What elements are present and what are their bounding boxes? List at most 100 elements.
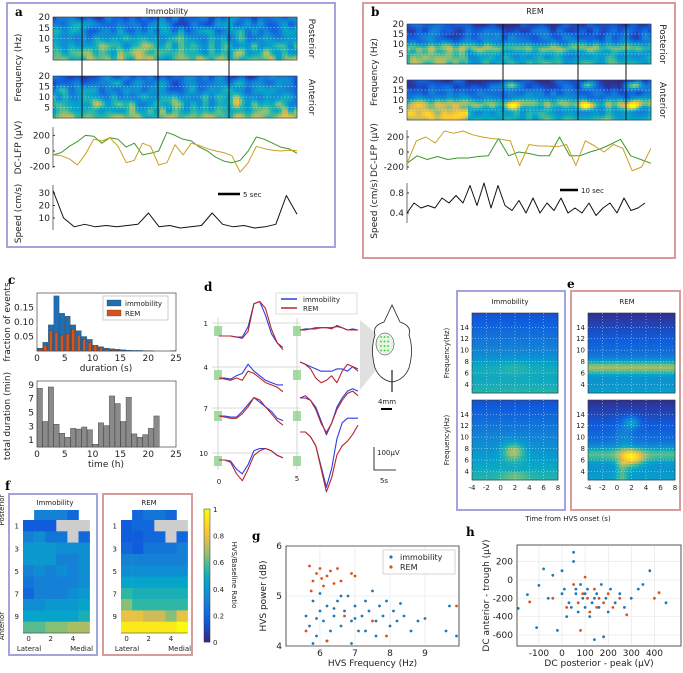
spectrogram-cell [266, 21, 270, 24]
spectrogram-cell [214, 34, 219, 37]
spectrogram-cell [452, 40, 457, 43]
spectrogram-cell [211, 23, 216, 26]
spectrogram-cell [190, 103, 194, 106]
spectrogram-anterior [407, 80, 652, 121]
spectrogram-cell [217, 17, 222, 20]
spectrogram-cell [104, 44, 109, 48]
spectrogram-cell [187, 111, 191, 115]
spectrogram-cell [495, 50, 499, 53]
spectrogram-cell [110, 29, 115, 33]
spectrogram-cell [495, 62, 499, 65]
spectrogram-cell [62, 27, 66, 31]
spectrogram-cell [614, 24, 618, 27]
spectrogram-cell [86, 97, 90, 100]
spectrogram-cell [260, 84, 264, 87]
spectrogram-cell [53, 101, 57, 104]
spectrogram-cell [245, 88, 249, 92]
spectrogram-cell [577, 32, 582, 35]
spectrogram-cell [443, 38, 448, 41]
spectrogram-cell [74, 109, 78, 113]
spectrogram-cell [223, 88, 228, 92]
spectrogram-cell [159, 115, 164, 119]
spectrogram-cell [492, 26, 496, 29]
spectrogram-cell [468, 36, 472, 39]
spectrogram-cell [89, 111, 94, 115]
spectrogram-cell [446, 58, 451, 61]
spectrogram-cell [178, 115, 182, 119]
spectrogram-cell [583, 40, 588, 43]
spectrogram-cell [202, 97, 206, 100]
spectrogram-cell [452, 50, 457, 53]
spectrogram-cell [193, 78, 197, 81]
spectrogram-cell [229, 21, 234, 24]
spectrogram-cell [272, 40, 277, 44]
spectrogram-cell [199, 34, 203, 37]
spectrogram-cell [245, 19, 249, 22]
spectrogram-cell [71, 21, 75, 24]
spectrogram-cell [56, 105, 60, 108]
spectrogram-cell [483, 36, 487, 39]
spectrogram-cell [272, 42, 277, 46]
spectrogram-cell [495, 42, 499, 45]
spectrogram-cell [138, 101, 142, 104]
spectrogram-cell [254, 19, 258, 22]
spectrogram-cell [184, 47, 188, 50]
spectrogram-cell [144, 21, 148, 24]
spectrogram-cell [193, 103, 197, 106]
spectrogram-cell [458, 44, 463, 47]
spectrogram-cell [59, 29, 63, 33]
spectrogram-cell [455, 38, 460, 41]
spectrogram-cell [92, 29, 97, 33]
spectrogram-cell [293, 55, 298, 59]
spectrogram-cell [53, 25, 57, 29]
spectrogram-cell [110, 107, 115, 110]
spectrogram-cell [425, 108, 429, 111]
spectrogram-cell [242, 113, 246, 117]
spectrogram-cell [92, 55, 97, 59]
spectrogram-cell [117, 92, 121, 96]
spectrogram-cell [431, 52, 435, 55]
spectrogram-cell [272, 44, 277, 48]
spectrogram-cell [541, 50, 545, 53]
spectrogram-cell [129, 109, 133, 113]
spectrogram-cell [199, 103, 203, 106]
tick-label: 5 [44, 45, 50, 55]
spectrogram-cell [202, 107, 206, 110]
spectrogram-cell [107, 49, 112, 52]
spectrogram-cell [413, 56, 417, 59]
spectrogram-cell [214, 32, 219, 35]
spectrogram-cell [562, 54, 566, 57]
spectrogram-cell [608, 42, 612, 45]
spectrogram-cell [95, 53, 100, 57]
spectrogram-cell [53, 32, 57, 35]
spectrogram-cell [452, 24, 457, 27]
spectrogram-cell [525, 30, 530, 33]
spectrogram-cell [553, 38, 557, 41]
spectrogram-cell [605, 40, 609, 43]
spectrogram-cell [568, 26, 573, 29]
spectrogram-cell [175, 97, 179, 100]
spectrogram-cell [410, 98, 414, 101]
spectrogram-cell [205, 53, 209, 57]
spectrogram-cell [260, 97, 264, 100]
spectrogram-cell [251, 19, 255, 22]
spectrogram-cell [126, 99, 130, 102]
spectrogram-cell [187, 27, 191, 31]
spectrogram-cell [214, 84, 219, 87]
spectrogram-cell [120, 21, 124, 24]
spectrogram-cell [602, 54, 606, 57]
spectrogram-cell [522, 24, 527, 27]
spectrogram-cell [123, 99, 127, 102]
spectrogram-cell [126, 90, 130, 94]
spectrogram-cell [275, 94, 280, 98]
spectrogram-cell [150, 94, 155, 98]
spectrogram-cell [413, 30, 417, 33]
spectrogram-cell [641, 48, 646, 51]
spectrogram-cell [117, 78, 121, 81]
spectrogram-cell [254, 23, 258, 26]
spectrogram-cell [608, 56, 612, 59]
spectrogram-cell [525, 52, 530, 55]
spectrogram-cell [59, 78, 63, 81]
spectrogram-cell [278, 57, 283, 61]
spectrogram-cell [461, 40, 466, 43]
